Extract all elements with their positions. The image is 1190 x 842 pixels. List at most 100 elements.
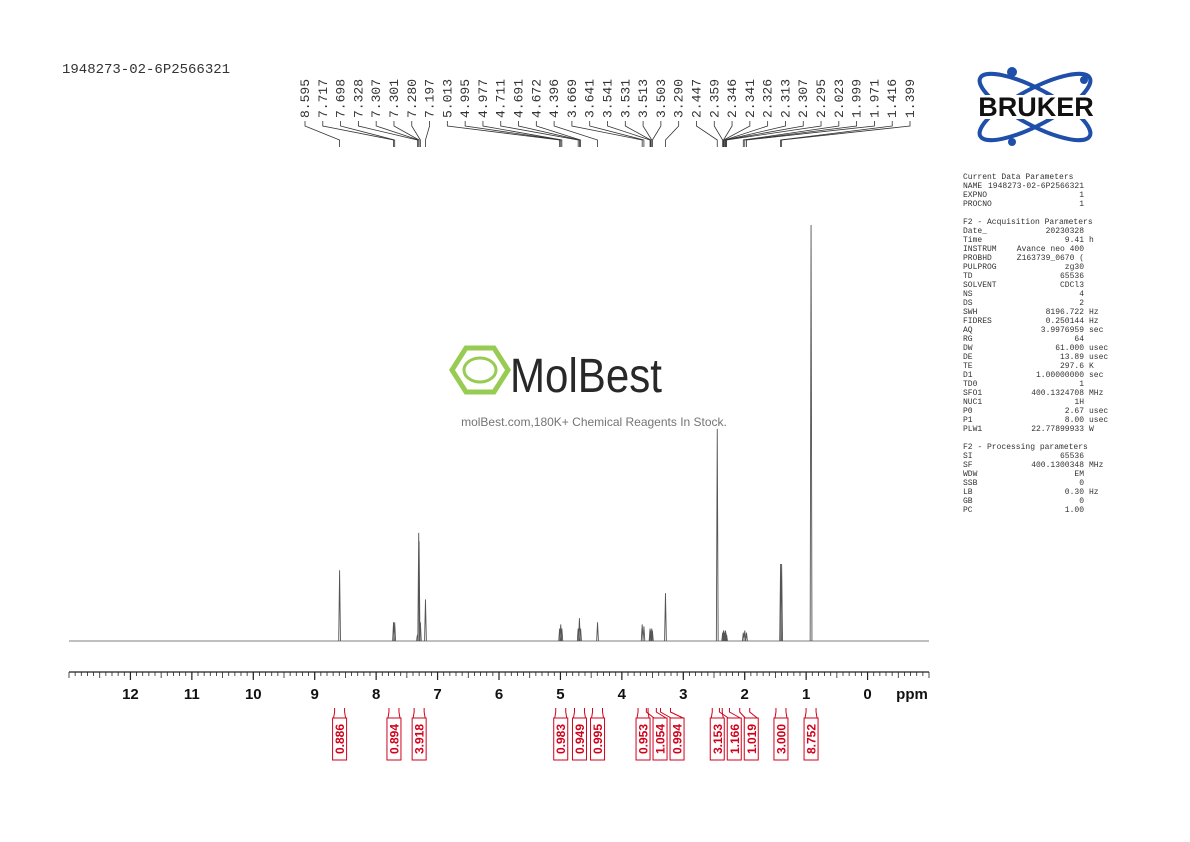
parameter-unit: sec: [1089, 326, 1104, 335]
parameter-value: 1: [1079, 380, 1084, 389]
integral-box: [553, 717, 569, 761]
integral-label: 1.054: [654, 724, 668, 754]
peak-label: 2.023: [832, 79, 847, 118]
integral-label: 0.949: [573, 724, 587, 754]
parameter-unit: K: [1089, 362, 1094, 371]
parameter-unit: W: [1089, 425, 1094, 434]
peak-label: 4.396: [547, 79, 562, 118]
parameter-key: WDW: [963, 470, 978, 479]
peak-label: 3.503: [654, 79, 669, 118]
integral-label: 3.153: [711, 724, 725, 754]
parameter-unit: Hz: [1089, 308, 1099, 317]
peak-label: 7.717: [316, 79, 331, 118]
integral-label: 0.994: [671, 724, 685, 754]
integral-box: [590, 717, 606, 761]
parameter-value: EM: [1074, 470, 1084, 479]
peak-leader: [781, 121, 911, 147]
peak: [651, 630, 654, 642]
parameter-value: 65536: [1060, 272, 1084, 281]
logo-backing: [958, 95, 1116, 119]
peak-leader: [482, 121, 563, 147]
parameter-unit: MHz: [1089, 389, 1104, 398]
peak-label: 7.307: [369, 79, 384, 118]
parameter-value: 2: [1079, 299, 1084, 308]
peak: [715, 428, 719, 642]
peak-leader: [723, 121, 751, 147]
parameter-key: PLW1: [963, 425, 982, 434]
parameter-key: NS: [963, 290, 973, 299]
parameter-section-title: F2 - Processing parameters: [963, 443, 1088, 452]
parameter-key: NUC1: [963, 398, 982, 407]
integral-box: [386, 717, 402, 761]
peak-leader: [624, 121, 652, 147]
parameter-key: FIDRES: [963, 317, 992, 326]
integral-bracket: [710, 708, 724, 719]
peak-label: 8.595: [298, 79, 313, 118]
integral-label: 0.995: [591, 724, 605, 754]
parameter-value: 2.67: [1065, 407, 1084, 416]
peak-label: 4.691: [512, 79, 527, 118]
parameter-key: LB: [963, 488, 973, 497]
parameter-key: SWH: [963, 308, 978, 317]
peak: [780, 564, 783, 642]
parameter-key: PROCNO: [963, 200, 992, 209]
parameter-key: GB: [963, 497, 973, 506]
parameter-value: 8196.722: [1046, 308, 1085, 317]
integral-bracket: [554, 708, 568, 719]
peak-label: 7.698: [334, 79, 349, 118]
parameter-value: 1.00000000: [1036, 371, 1084, 380]
parameter-key: INSTRUM: [963, 245, 997, 254]
peak-label: 1.971: [867, 79, 882, 118]
parameter-key: PC: [963, 506, 973, 515]
peak-leader: [357, 121, 418, 147]
peak-label: 2.447: [689, 79, 704, 118]
integral-box: [743, 717, 759, 761]
integral-label: 0.983: [554, 724, 568, 754]
parameter-section-title: F2 - Acquisition Parameters: [963, 218, 1093, 227]
integral-bracket: [412, 708, 426, 719]
parameter-value: 1: [1079, 191, 1084, 200]
peak: [417, 541, 421, 642]
peak-label: 1.999: [850, 79, 865, 118]
peak-label: 7.197: [423, 79, 438, 118]
parameter-value: 20230328: [1046, 227, 1085, 236]
peak: [596, 622, 599, 642]
parameter-key: DE: [963, 353, 973, 362]
parameter-key: SSB: [963, 479, 978, 488]
peak-label: 2.307: [796, 79, 811, 118]
peak-leader: [393, 121, 420, 147]
peak: [725, 634, 728, 642]
peak: [743, 630, 747, 642]
peak-leader: [725, 121, 804, 147]
parameter-value: 3.9976959: [1041, 326, 1084, 335]
peak-label: 3.513: [636, 79, 651, 118]
parameter-unit: sec: [1089, 371, 1104, 380]
parameter-unit: usec: [1089, 407, 1108, 416]
integral-bracket: [387, 708, 401, 719]
x-tick-label: 0: [863, 686, 871, 703]
integral-bracket: [718, 708, 741, 719]
watermark-hexagon: [449, 345, 511, 395]
parameter-value: 64: [1074, 335, 1084, 344]
peak-label: 2.359: [707, 79, 722, 118]
peak: [745, 632, 748, 642]
integral-label: 8.752: [805, 724, 819, 754]
integral-label: 1.019: [745, 724, 759, 754]
parameter-key: TD: [963, 272, 973, 281]
integral-label: 3.918: [413, 724, 427, 754]
parameter-value: 0: [1079, 479, 1084, 488]
peak: [642, 626, 646, 642]
peak-label: 3.669: [565, 79, 580, 118]
integral-box: [726, 717, 742, 761]
x-tick-label: 9: [311, 686, 319, 703]
parameter-value: 13.89: [1060, 353, 1084, 362]
parameter-key: SOLVENT: [963, 281, 997, 290]
peak-leader: [304, 121, 340, 147]
parameter-value: 61.000: [1055, 344, 1084, 353]
integral-box: [652, 717, 668, 761]
parameter-key: PROBHD: [963, 254, 992, 263]
integral-box: [635, 717, 651, 761]
parameter-key: EXPNO: [963, 191, 987, 200]
peak-leader: [535, 121, 581, 147]
